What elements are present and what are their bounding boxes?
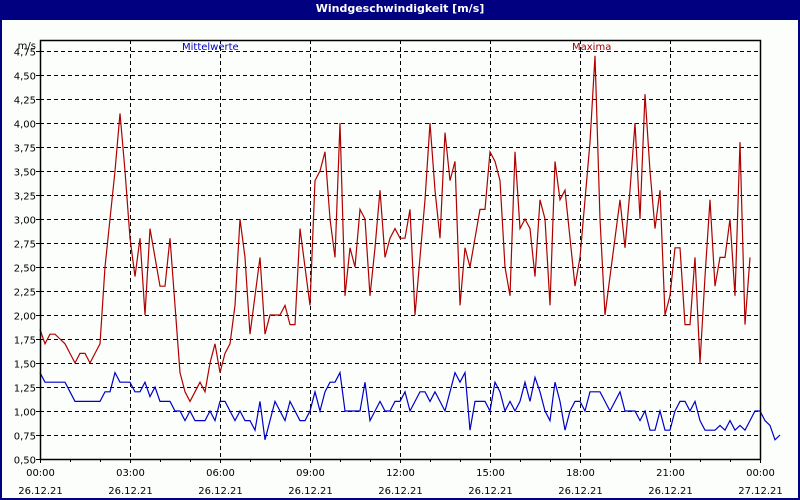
y-tick-label: 1,25 (14, 384, 36, 395)
wind-speed-chart: 4,75 4,50 4,25 4,00 3,75 3,50 3,25 3,00 2,75 2,50… (14, 39, 783, 497)
y-tick-label: 4,75 (14, 48, 36, 59)
x-tick-time: 21:00 (656, 468, 685, 479)
x-tick-date: 26.12.21 (378, 486, 423, 497)
plot-frame (39, 39, 762, 461)
x-tick-date: 27.12.21 (738, 486, 783, 497)
y-tick-label: 2,50 (14, 264, 36, 275)
y-tick-label: 0,50 (14, 456, 36, 467)
x-tick-date: 26.12.21 (558, 486, 603, 497)
y-tick-label: 4,25 (14, 96, 36, 107)
x-tick-time: 03:00 (116, 468, 145, 479)
y-tick-label: 2,25 (14, 288, 36, 299)
y-tick-label: 1,00 (14, 408, 36, 419)
y-tick-label: 4,50 (14, 72, 36, 83)
y-tick-label: 3,50 (14, 168, 36, 179)
y-tick-label: 3,25 (14, 192, 36, 203)
legend-maxima: Maxima (572, 42, 612, 53)
y-tick-label: 2,75 (14, 240, 36, 251)
y-tick-label: 3,00 (14, 216, 36, 227)
y-tick-label: 4,00 (14, 120, 36, 131)
x-tick-time: 15:00 (476, 468, 505, 479)
x-tick-date: 26.12.21 (648, 486, 693, 497)
x-tick-date: 26.12.21 (288, 486, 333, 497)
x-tick-time: 12:00 (386, 468, 415, 479)
legend-mittelwerte: Mittelwerte (182, 42, 239, 53)
series-line-mittelwerte (39, 370, 781, 441)
x-tick-time: 18:00 (566, 468, 595, 479)
x-tick-time: 00:00 (746, 468, 775, 479)
chart-area: 4,75 4,50 4,25 4,00 3,75 3,50 3,25 3,00 2,75 2,50… (2, 20, 798, 498)
x-tick-date: 26.12.21 (198, 486, 243, 497)
series-line-maxima (39, 55, 751, 403)
x-tick-date: 26.12.21 (468, 486, 513, 497)
y-axis-unit: m/s (18, 41, 36, 52)
y-tick-label: 1,75 (14, 336, 36, 347)
y-tick-label: 3,75 (14, 144, 36, 155)
y-tick-label: 1,50 (14, 360, 36, 371)
x-tick-time: 00:00 (26, 468, 55, 479)
x-tick-time: 06:00 (206, 468, 235, 479)
y-tick-label: 2,00 (14, 312, 36, 323)
window-title: Windgeschwindigkeit [m/s] (315, 2, 485, 15)
x-tick-time: 09:00 (296, 468, 325, 479)
x-tick-date: 26.12.21 (108, 486, 153, 497)
y-tick-label: 0,75 (14, 432, 36, 443)
x-tick-date: 26.12.21 (18, 486, 63, 497)
